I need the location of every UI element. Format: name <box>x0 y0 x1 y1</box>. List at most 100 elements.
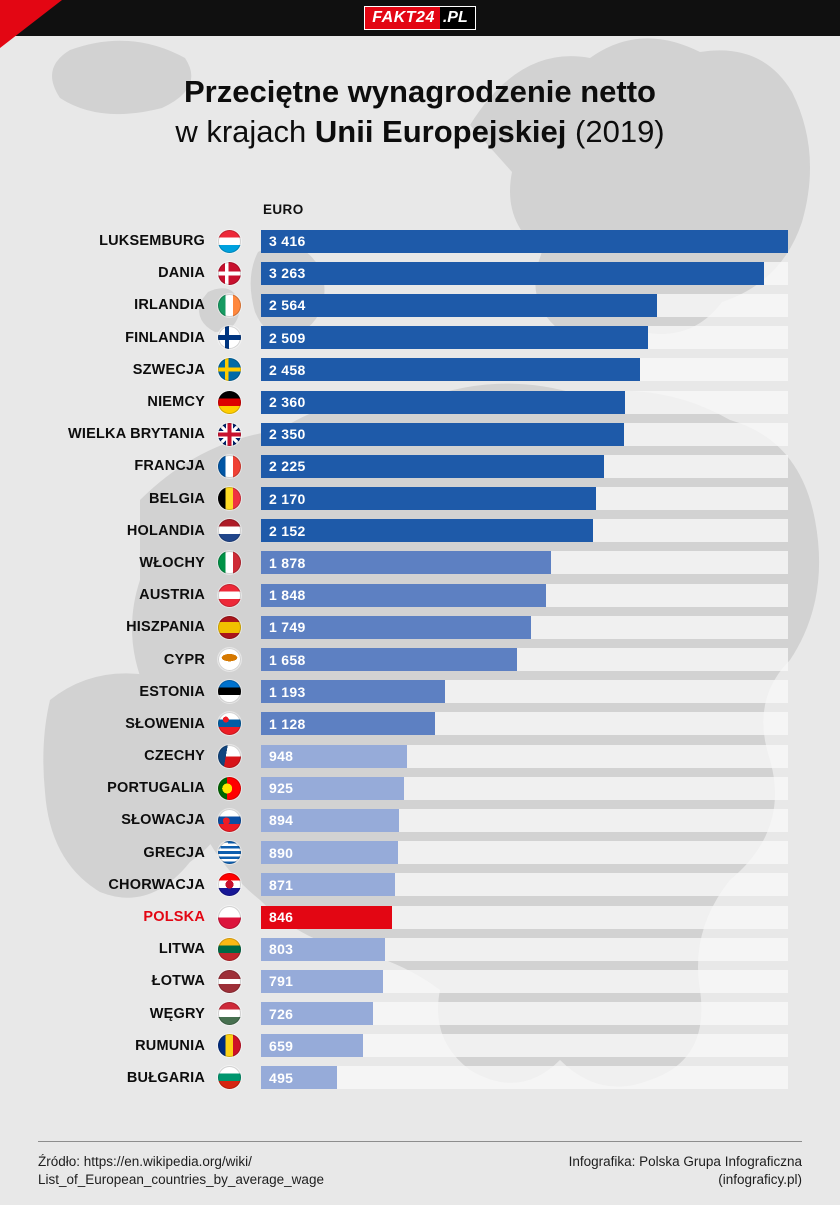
country-label: ESTONIA <box>139 683 205 700</box>
corner-accent-triangle <box>0 0 62 48</box>
bar: 890 <box>261 841 399 865</box>
bar: 2 225 <box>261 454 605 478</box>
bar-value: 2 350 <box>269 426 306 443</box>
chart-row: GRECJA 890 <box>0 837 840 869</box>
bar: 791 <box>261 969 384 993</box>
flag-bulgaria-icon <box>218 1066 241 1090</box>
flag-austria-icon <box>218 583 241 607</box>
bar: 1 658 <box>261 648 517 672</box>
chart-rows: LUKSEMBURG 3 416 DANIA 3 263 IRLANDIA 2 564 FI… <box>0 225 840 1094</box>
chart-row: CYPR 1 658 <box>0 643 840 675</box>
bar-track: 1 749 <box>261 615 788 639</box>
flag-cyprus-icon <box>218 648 241 672</box>
page-title: Przeciętne wynagrodzenie netto w krajach… <box>0 72 840 152</box>
chart-row: CHORWACJA 871 <box>0 869 840 901</box>
flag-spain-icon <box>218 615 241 639</box>
chart-row: WIELKA BRYTANIA 2 350 <box>0 418 840 450</box>
country-label: NIEMCY <box>147 394 205 411</box>
bar-track: 2 458 <box>261 358 788 382</box>
bar-track: 659 <box>261 1034 788 1058</box>
country-label: DANIA <box>158 265 205 282</box>
country-label: WŁOCHY <box>139 554 205 571</box>
bar-value: 803 <box>269 941 294 958</box>
bar-value: 1 128 <box>269 715 306 732</box>
flag-romania-icon <box>218 1034 241 1058</box>
chart-row: SZWECJA 2 458 <box>0 354 840 386</box>
bar: 894 <box>261 808 399 832</box>
flag-croatia-icon <box>218 873 241 897</box>
bar-track: 803 <box>261 937 788 961</box>
title-line1: Przeciętne wynagrodzenie netto <box>184 74 656 109</box>
bar: 3 263 <box>261 261 765 285</box>
bar-value: 894 <box>269 812 294 829</box>
title-line2-suffix: (2019) <box>566 114 665 149</box>
chart-row: NIEMCY 2 360 <box>0 386 840 418</box>
credit-line2: (infograficy.pl) <box>718 1171 802 1187</box>
bar-track: 791 <box>261 969 788 993</box>
chart-row: ŁOTWA 791 <box>0 965 840 997</box>
flag-estonia-icon <box>218 680 241 704</box>
flag-czechia-icon <box>218 744 241 768</box>
title-line2: w krajach Unii Europejskiej (2019) <box>0 112 840 152</box>
top-bar: FAKT24 .PL <box>0 0 840 36</box>
bar-value: 2 458 <box>269 361 306 378</box>
bar-track: 1 128 <box>261 712 788 736</box>
chart-row: BELGIA 2 170 <box>0 483 840 515</box>
bar: 2 509 <box>261 326 649 350</box>
bar-value: 2 170 <box>269 490 306 507</box>
chart-row: LUKSEMBURG 3 416 <box>0 225 840 257</box>
chart-row: CZECHY 948 <box>0 740 840 772</box>
bar-track: 1 193 <box>261 680 788 704</box>
unit-label: EURO <box>263 202 304 217</box>
country-label: LITWA <box>158 941 205 958</box>
bar: 2 170 <box>261 487 596 511</box>
country-label: ŁOTWA <box>151 973 205 990</box>
bar: 495 <box>261 1066 338 1090</box>
flag-portugal-icon <box>218 776 241 800</box>
chart-row: IRLANDIA 2 564 <box>0 289 840 321</box>
bar-track: 2 360 <box>261 390 788 414</box>
bar-value: 726 <box>269 1005 294 1022</box>
footer-credit: Infografika: Polska Grupa Infograficzna … <box>569 1153 802 1189</box>
bar: 1 848 <box>261 583 547 607</box>
bar-track: 1 878 <box>261 551 788 575</box>
country-label: SZWECJA <box>132 361 205 378</box>
bar-value: 890 <box>269 844 294 861</box>
chart-row: FRANCJA 2 225 <box>0 450 840 482</box>
bar-value: 1 848 <box>269 587 306 604</box>
bar-track: 890 <box>261 841 788 865</box>
bar: 1 128 <box>261 712 435 736</box>
bar-track: 948 <box>261 744 788 768</box>
bar-value: 495 <box>269 1069 294 1086</box>
country-label: GRECJA <box>143 844 205 861</box>
bar: 1 749 <box>261 615 531 639</box>
country-label: LUKSEMBURG <box>99 233 205 250</box>
logo-main-text: FAKT24 <box>365 7 440 29</box>
bar-track: 2 350 <box>261 422 788 446</box>
bar: 948 <box>261 744 408 768</box>
bar-value: 3 263 <box>269 265 306 282</box>
chart-row: WĘGRY 726 <box>0 998 840 1030</box>
flag-belgium-icon <box>218 487 241 511</box>
bar-track: 3 263 <box>261 261 788 285</box>
bar-value: 1 749 <box>269 619 306 636</box>
chart-row: RUMUNIA 659 <box>0 1030 840 1062</box>
country-label: CHORWACJA <box>108 876 205 893</box>
bar-value: 3 416 <box>269 233 306 250</box>
bar-track: 846 <box>261 905 788 929</box>
country-label: PORTUGALIA <box>107 780 205 797</box>
chart-row: HISZPANIA 1 749 <box>0 611 840 643</box>
chart-row: WŁOCHY 1 878 <box>0 547 840 579</box>
source-line2: List_of_European_countries_by_average_wa… <box>38 1171 324 1187</box>
country-label: SŁOWENIA <box>125 715 205 732</box>
bar-track: 1 658 <box>261 648 788 672</box>
flag-slovenia-icon <box>218 712 241 736</box>
bar: 803 <box>261 937 385 961</box>
bar-track: 2 152 <box>261 519 788 543</box>
bar-track: 2 170 <box>261 487 788 511</box>
bar-value: 791 <box>269 973 294 990</box>
flag-netherlands-icon <box>218 519 241 543</box>
source-line1: Źródło: https://en.wikipedia.org/wiki/ <box>38 1153 252 1169</box>
bar: 659 <box>261 1034 363 1058</box>
bar-value: 659 <box>269 1037 294 1054</box>
